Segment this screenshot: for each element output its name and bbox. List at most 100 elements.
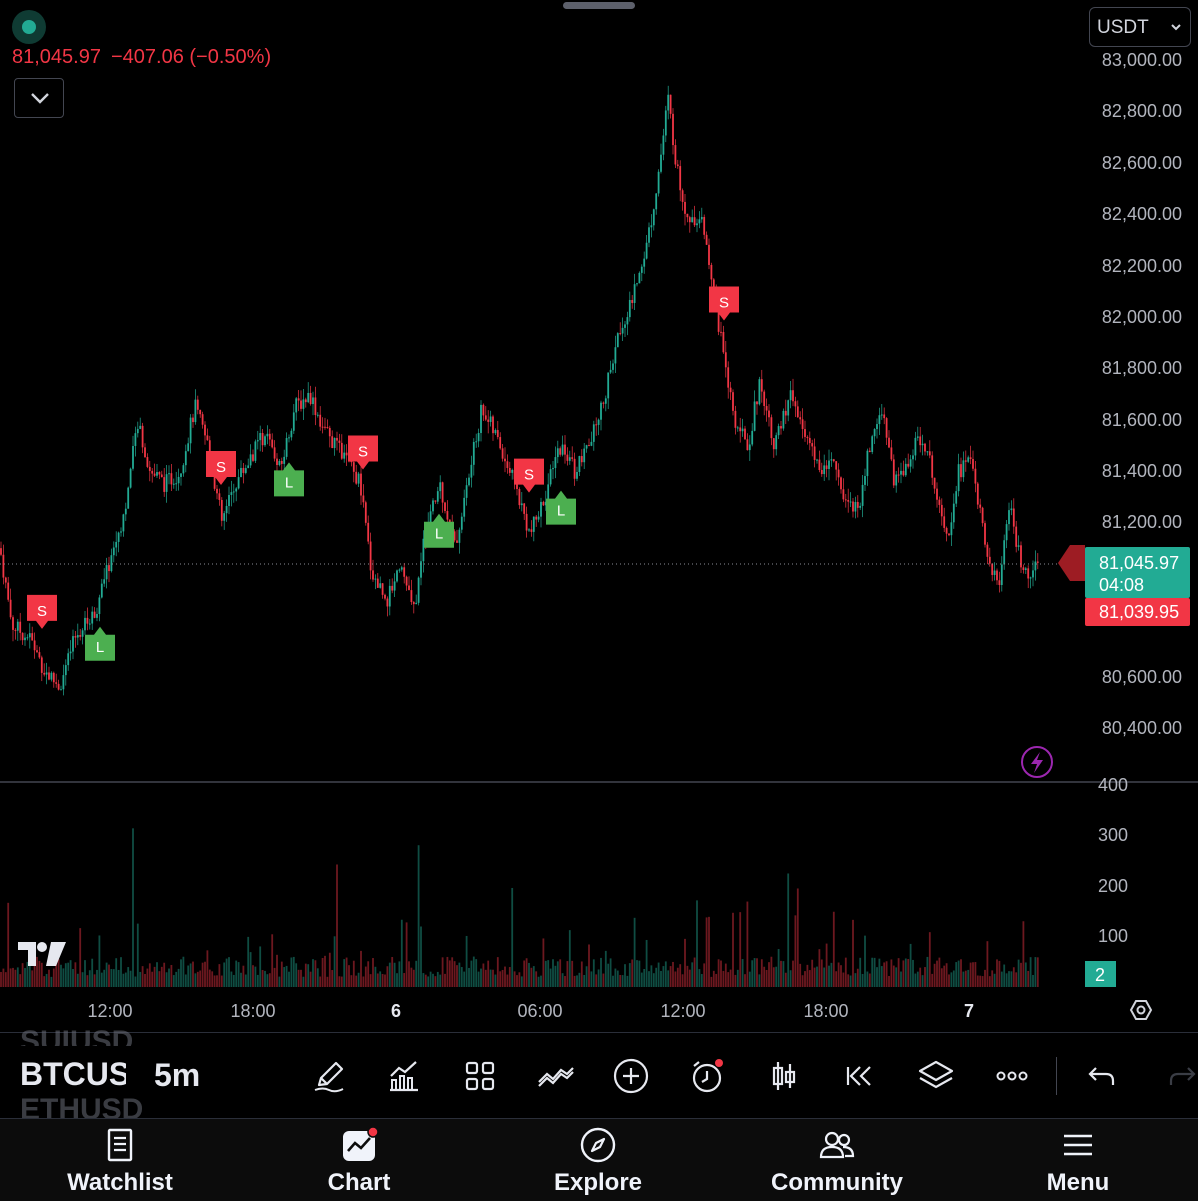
short-signal-marker[interactable]: S [348, 435, 378, 470]
symbol-prev[interactable]: SUIUSD [20, 1025, 134, 1046]
volume-bar [240, 972, 242, 987]
candle [576, 472, 578, 479]
replay-button[interactable] [838, 1054, 882, 1098]
candle [734, 410, 737, 428]
candle [136, 428, 139, 434]
candle [710, 264, 713, 280]
drag-handle[interactable] [563, 2, 635, 9]
symbol-next[interactable]: ETHUSD [20, 1096, 144, 1118]
candle [300, 400, 302, 409]
long-signal-marker[interactable]: L [546, 490, 576, 525]
candle [420, 561, 422, 578]
candle [333, 437, 336, 449]
price-tick-label: 82,800.00 [1102, 101, 1182, 121]
candle [583, 448, 586, 463]
bid-price-label: 81,039.95 [1099, 602, 1179, 622]
volume-bar [405, 922, 408, 987]
volume-bar [268, 973, 271, 987]
short-signal-marker[interactable]: S [514, 458, 544, 493]
volume-bar [691, 962, 694, 987]
short-signal-marker[interactable]: S [206, 450, 236, 485]
candle [345, 452, 348, 456]
volume-bar [736, 969, 739, 987]
volume-bar [782, 961, 785, 987]
volume-bar [24, 968, 26, 987]
short-signal-marker[interactable]: S [27, 594, 57, 629]
nav-community[interactable]: Community [757, 1119, 917, 1201]
volume-bar [703, 963, 706, 987]
candle [981, 507, 984, 524]
nav-menu[interactable]: Menu [998, 1119, 1158, 1201]
candle [352, 462, 355, 472]
candle [1003, 540, 1006, 565]
price-chart[interactable]: 83,000.00 82,800.00 82,600.00 82,400.00 82,2… [0, 0, 1198, 1032]
compare-button[interactable] [533, 1054, 577, 1098]
volume-bar [681, 974, 684, 987]
time-axis[interactable]: 12:00 18:00 6 06:00 12:00 18:00 7 [87, 1001, 974, 1021]
candle [266, 433, 269, 437]
volume-bar [403, 973, 406, 987]
volume-bar [818, 949, 821, 987]
volume-bar [88, 970, 91, 987]
volume-bar [902, 960, 905, 987]
currency-select[interactable]: USDT [1089, 7, 1191, 47]
short-signal-marker[interactable]: S [709, 286, 739, 321]
alert-button[interactable] [685, 1054, 729, 1098]
volume-bar [360, 950, 362, 987]
volume-bar [38, 960, 41, 987]
add-button[interactable] [609, 1054, 653, 1098]
volume-bar [876, 967, 878, 987]
volume-bar [460, 967, 463, 987]
volume-bar [436, 971, 439, 987]
candle [852, 501, 854, 512]
undo-button[interactable] [1080, 1054, 1124, 1098]
interval-selector[interactable]: 5m [154, 1057, 201, 1093]
lightning-icon[interactable] [1021, 746, 1053, 778]
volume-bar [1020, 962, 1022, 987]
current-price-tag[interactable] [1085, 547, 1190, 598]
volume-bar [741, 959, 744, 987]
volume-bar [940, 968, 943, 987]
candle [638, 272, 641, 284]
candle [489, 416, 492, 422]
long-signal-marker[interactable]: L [85, 626, 115, 661]
nav-watchlist[interactable]: Watchlist [40, 1119, 200, 1201]
nav-chart[interactable]: Chart [279, 1119, 439, 1201]
candle [741, 428, 744, 432]
volume-axis[interactable]: 400 300 200 100 [1098, 775, 1128, 946]
candle [374, 578, 377, 580]
volume-bar [300, 969, 302, 987]
candle [626, 317, 629, 325]
volume-bar [890, 959, 893, 987]
market-status-icon[interactable] [12, 10, 46, 44]
candle [976, 483, 979, 505]
layers-button[interactable] [914, 1054, 958, 1098]
volume-bar [537, 976, 540, 987]
volume-bar [504, 966, 506, 987]
volume-tick-label: 200 [1098, 876, 1128, 896]
candle [88, 623, 91, 625]
candle-type-button[interactable] [762, 1054, 806, 1098]
redo-button[interactable] [1160, 1054, 1198, 1098]
price-axis[interactable]: 83,000.00 82,800.00 82,600.00 82,400.00 82,2… [1102, 50, 1182, 738]
candle [612, 363, 614, 370]
indicators-button[interactable] [382, 1054, 426, 1098]
time-tick-label: 7 [964, 1001, 974, 1021]
candle [645, 242, 648, 259]
nav-explore[interactable]: Explore [518, 1119, 678, 1201]
candle [883, 414, 886, 419]
collapse-button[interactable] [14, 78, 64, 118]
long-signal-marker[interactable]: L [424, 513, 454, 548]
candle [165, 474, 168, 492]
axis-settings-icon[interactable] [1129, 1000, 1153, 1020]
candle [890, 447, 893, 460]
symbol-selector[interactable]: BTCUSD [20, 1056, 126, 1092]
more-button[interactable] [990, 1054, 1034, 1098]
bid-price-tag[interactable] [1085, 598, 1190, 626]
layouts-button[interactable] [458, 1054, 502, 1098]
more-icon [996, 1071, 1028, 1081]
volume-bar [489, 969, 492, 987]
candle [93, 611, 96, 618]
long-signal-marker[interactable]: L [274, 462, 304, 497]
draw-button[interactable] [307, 1054, 351, 1098]
